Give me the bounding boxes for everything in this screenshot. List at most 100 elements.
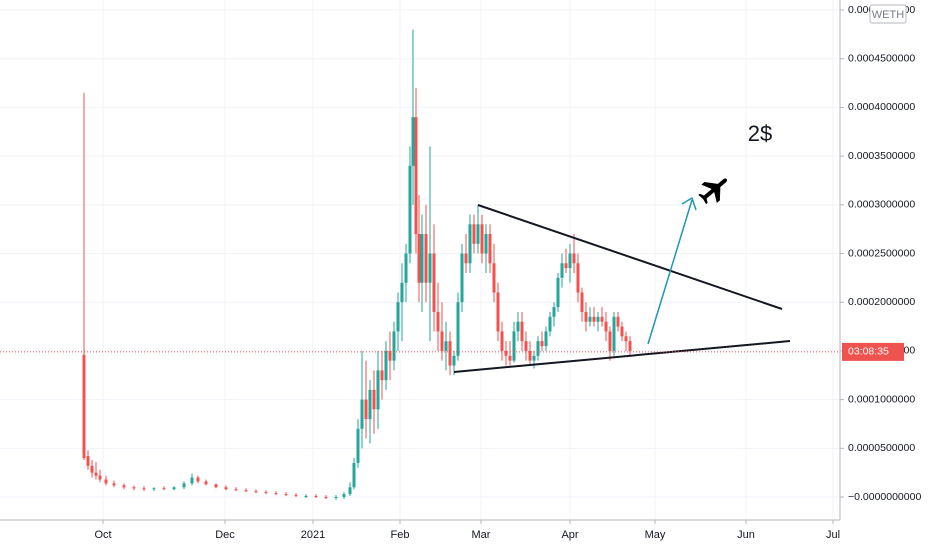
candle-body: [82, 354, 86, 459]
candle-body: [420, 234, 424, 283]
symbol: WETH: [872, 9, 904, 21]
candle-body: [544, 331, 548, 347]
candle-body: [234, 489, 238, 491]
y-tick-label: 0.0002500000: [848, 247, 915, 259]
candle-body: [304, 496, 308, 498]
candle-body: [196, 477, 200, 482]
candle-body: [560, 263, 564, 278]
candle-body: [388, 350, 392, 361]
candle-body: [132, 487, 136, 489]
candle-body: [368, 389, 372, 420]
candle-body: [628, 341, 632, 351]
candle-body: [94, 472, 98, 476]
candle-body: [476, 224, 480, 244]
x-tick-label: Dec: [215, 529, 235, 541]
candle-body: [112, 483, 116, 486]
candle-body: [472, 224, 476, 244]
candle-body: [500, 331, 504, 351]
candle-body: [411, 117, 415, 166]
symbol-badge: [869, 4, 907, 24]
candle-body: [608, 331, 612, 351]
candle-body: [384, 350, 388, 381]
candle-body: [540, 341, 544, 347]
candle-body: [468, 224, 472, 264]
candle-body: [400, 282, 404, 303]
plane-icon: [698, 178, 727, 205]
candle-body: [612, 316, 616, 351]
candle-body: [86, 456, 90, 466]
candle-body: [492, 263, 496, 293]
candle-body: [432, 253, 436, 312]
candle-body: [324, 497, 328, 499]
candle-body: [348, 487, 352, 495]
candle-body: [568, 253, 572, 269]
candle-body: [204, 481, 208, 485]
arrow-head: [681, 196, 697, 211]
candle-body: [456, 302, 460, 356]
candle-body: [417, 234, 421, 283]
candle-body: [408, 165, 412, 254]
candle-body: [356, 428, 360, 463]
candle-body: [376, 370, 380, 410]
candle-body: [392, 331, 396, 361]
candle-body: [616, 316, 620, 327]
candle-body: [254, 491, 258, 493]
candle-body: [556, 277, 560, 308]
candle-body: [620, 326, 624, 337]
countdown: 03:08:35: [848, 346, 889, 358]
candle-body: [264, 492, 268, 494]
candle-body: [294, 495, 298, 497]
arrow-line: [647, 199, 693, 345]
candle-body: [182, 483, 186, 488]
candle-body: [528, 350, 532, 361]
candle-body: [404, 253, 408, 283]
candle-body: [428, 253, 432, 283]
y-tick-label: 0.0003000000: [848, 199, 915, 211]
candle-body: [596, 316, 600, 322]
x-tick-label: Apr: [561, 529, 578, 541]
x-tick-label: 2021: [301, 529, 325, 541]
candle-body: [224, 487, 228, 490]
x-tick-label: Mar: [472, 529, 491, 541]
candle-body: [98, 475, 102, 480]
x-tick-label: Feb: [391, 529, 410, 541]
candles: [82, 29, 632, 500]
candle-body: [588, 316, 592, 322]
candle-body: [580, 292, 584, 312]
candle-body: [512, 331, 516, 361]
candle-body: [520, 321, 524, 342]
trend-line-lower: [453, 340, 791, 373]
candle-body: [244, 490, 248, 492]
candle-body: [552, 307, 556, 317]
axis-layer: 0.00050000000.00045000000.00040000000.00…: [0, 4, 921, 541]
candle-body: [604, 321, 608, 332]
candle-body: [496, 292, 500, 332]
candle-body: [460, 253, 464, 303]
candle-body: [284, 494, 288, 496]
candle-body: [448, 341, 452, 366]
candle-body: [488, 234, 492, 264]
y-tick-label: −0.0000000000: [848, 491, 921, 503]
candle-body: [444, 341, 448, 351]
y-tick-label: 0.0000500000: [848, 442, 915, 454]
candle-body: [536, 341, 540, 356]
candle-body: [624, 336, 628, 342]
x-tick-label: Oct: [94, 529, 111, 541]
candle-body: [142, 488, 146, 490]
candle-body: [214, 484, 218, 488]
y-tick-label: 0.0001000000: [848, 393, 915, 405]
candle-body: [152, 488, 156, 490]
candle-body: [364, 399, 368, 420]
y-tick-label: 0.0003500000: [848, 150, 915, 162]
candle-body: [396, 302, 400, 332]
candle-body: [342, 494, 346, 498]
candle-body: [584, 311, 588, 322]
x-tick-label: Jun: [737, 529, 755, 541]
candle-body: [424, 234, 428, 283]
candle-body: [360, 399, 364, 429]
y-tick-label: 0.0004500000: [848, 53, 915, 65]
candle-body: [524, 341, 528, 351]
countdown-box: [842, 342, 904, 361]
candle-body: [436, 311, 440, 332]
